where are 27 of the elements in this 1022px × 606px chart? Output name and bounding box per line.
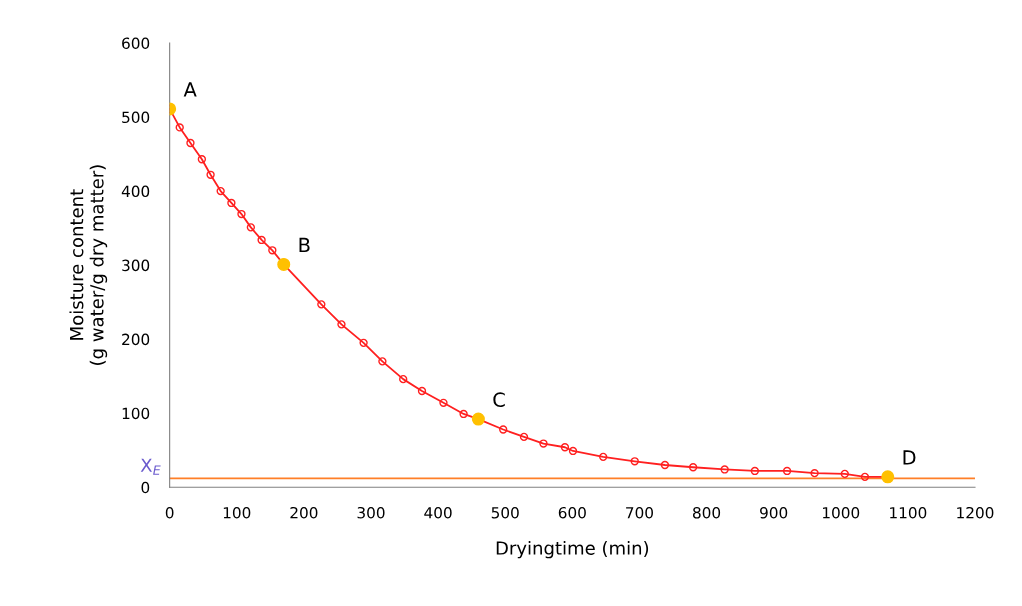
y-axis-title: Moisture content (g water/g dry matter) — [69, 165, 108, 365]
x-tick-label: 1100 — [890, 506, 927, 519]
x-tick-label: 200 — [290, 506, 318, 519]
x-tick-label: 100 — [223, 506, 251, 519]
annotation: B — [299, 237, 310, 253]
x-tick-label: 1000 — [823, 506, 860, 519]
x-tick-label: 400 — [424, 506, 452, 519]
y-tick-label: 500 — [122, 111, 150, 124]
x-tick-label: 300 — [357, 506, 385, 519]
y-tick-label: 200 — [122, 333, 150, 346]
x-tick-label: 0 — [165, 506, 174, 519]
x-tick-label: 700 — [626, 506, 653, 519]
y-tick-label: 300 — [122, 259, 150, 272]
ref-line-label: X$_{E}$ — [140, 458, 161, 475]
x-tick-label: 900 — [760, 506, 788, 519]
x-tick-label: 800 — [693, 506, 721, 519]
y-tick-label: 0 — [141, 481, 150, 494]
y-tick-label: 400 — [121, 185, 150, 198]
x-axis-title: Dryingtime (min) — [496, 540, 649, 559]
annotation: C — [493, 392, 505, 408]
x-tick-label: 500 — [491, 506, 519, 519]
x-tick-label: 600 — [558, 506, 586, 519]
x-tick-label: 1200 — [957, 506, 994, 519]
y-tick-label: 600 — [122, 37, 150, 50]
y-tick-label: 100 — [122, 407, 150, 420]
annotation: A — [183, 82, 197, 97]
annotation: D — [903, 450, 916, 465]
